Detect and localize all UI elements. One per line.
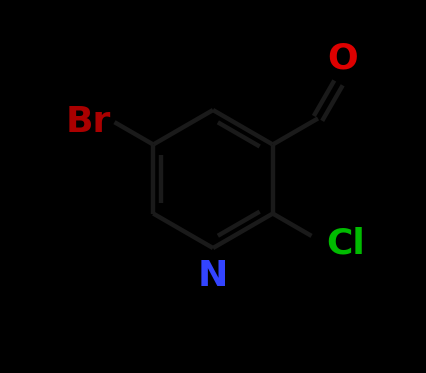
Text: Br: Br	[65, 105, 111, 139]
Text: N: N	[198, 259, 228, 293]
Text: Cl: Cl	[326, 226, 365, 260]
Text: O: O	[327, 41, 357, 75]
